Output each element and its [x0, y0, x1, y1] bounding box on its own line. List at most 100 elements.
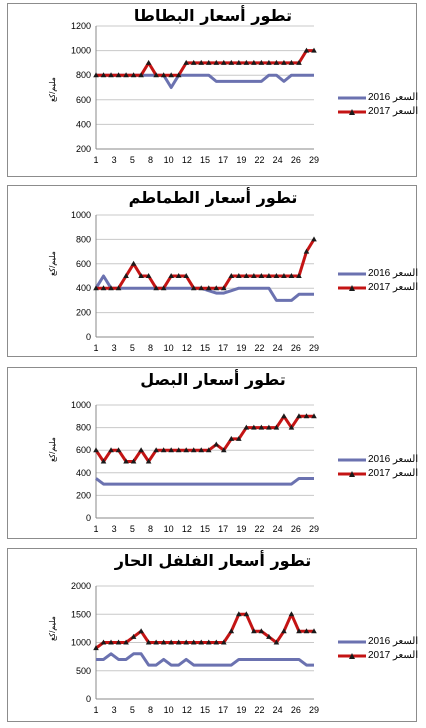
data-point-2017 — [236, 435, 242, 441]
data-point-2017 — [198, 285, 205, 291]
data-point-2017 — [296, 413, 302, 419]
data-point-2017 — [190, 285, 197, 291]
y-tick-label: 0 — [86, 694, 91, 704]
legend-swatch-2016 — [338, 456, 366, 464]
y-axis-label: مليم/كغ — [48, 251, 57, 276]
legend-item-2017: 2017 السعر — [338, 650, 418, 663]
legend-label-2016: 2016 السعر — [368, 92, 419, 103]
y-tick-label: 800 — [76, 423, 91, 433]
data-point-2017 — [205, 285, 212, 291]
data-point-2017 — [168, 273, 174, 278]
y-tick-label: 200 — [76, 490, 91, 500]
legend-label-2017: 2017 السعر — [368, 106, 419, 117]
x-tick-label: 19 — [236, 524, 246, 534]
data-point-2017 — [281, 273, 287, 278]
data-point-2017 — [228, 59, 235, 65]
data-point-2017 — [228, 273, 235, 278]
data-point-2017 — [273, 59, 280, 65]
data-point-2017 — [108, 285, 114, 291]
data-point-2017 — [130, 260, 137, 266]
y-tick-label: 1000 — [71, 638, 91, 648]
legend-swatch-2017 — [338, 284, 366, 292]
data-point-2017 — [288, 611, 295, 617]
x-tick-label: 12 — [182, 705, 192, 715]
data-point-2017 — [175, 72, 182, 78]
data-point-2017 — [311, 413, 317, 419]
chart-title: تطور أسعار الفلفل الحار — [114, 551, 312, 570]
data-point-2017 — [138, 273, 144, 278]
y-tick-label: 2000 — [71, 581, 91, 591]
data-point-2017 — [303, 248, 310, 254]
y-tick-label: 600 — [76, 445, 91, 455]
x-tick-label: 17 — [218, 705, 228, 715]
data-point-2017 — [108, 447, 114, 453]
legend-label-2016: 2016 السعر — [368, 268, 419, 279]
chart-legend: السعر 2016 2017 السعر — [338, 636, 418, 664]
y-axis-label: مليم/كغ — [48, 437, 57, 462]
x-tick-label: 24 — [273, 524, 283, 534]
x-tick-label: 3 — [112, 343, 117, 353]
data-point-2017 — [100, 285, 107, 291]
data-point-2017 — [93, 72, 99, 78]
legend-item-2016: 2016 السعر — [338, 268, 418, 281]
x-tick-label: 10 — [164, 155, 174, 165]
x-tick-label: 1 — [93, 155, 98, 165]
legend-item-2016: 2016 السعر — [338, 454, 418, 467]
data-point-2017 — [183, 273, 190, 278]
data-point-2017 — [236, 59, 242, 65]
data-point-2017 — [145, 458, 152, 464]
data-point-2017 — [251, 424, 257, 430]
x-tick-label: 15 — [200, 155, 210, 165]
x-tick-label: 15 — [200, 524, 210, 534]
data-point-2017 — [153, 72, 159, 78]
x-tick-label: 24 — [273, 705, 283, 715]
data-point-2017 — [168, 72, 174, 78]
legend-item-2017: 2017 السعر — [338, 468, 418, 481]
x-tick-label: 17 — [218, 343, 228, 353]
x-tick-label: 5 — [130, 705, 135, 715]
data-point-2017 — [296, 59, 302, 65]
data-point-2017 — [220, 447, 227, 453]
data-point-2017 — [296, 628, 302, 634]
data-point-2017 — [220, 285, 227, 291]
data-point-2017 — [281, 628, 287, 634]
y-tick-label: 800 — [76, 234, 91, 244]
x-tick-label: 17 — [218, 524, 228, 534]
data-point-2017 — [168, 447, 174, 453]
x-tick-label: 8 — [148, 705, 153, 715]
data-point-2017 — [153, 447, 159, 453]
x-tick-label: 3 — [112, 705, 117, 715]
data-point-2017 — [115, 72, 122, 78]
series-line-2017 — [95, 612, 314, 650]
x-tick-label: 5 — [130, 155, 135, 165]
y-tick-label: 200 — [76, 308, 91, 318]
data-point-2017 — [93, 447, 99, 453]
data-point-2017 — [288, 424, 295, 430]
x-tick-label: 22 — [254, 343, 264, 353]
data-point-2017 — [108, 639, 114, 645]
data-point-2017 — [220, 639, 227, 645]
x-tick-label: 12 — [182, 155, 192, 165]
legend-swatch-2017 — [338, 470, 366, 478]
x-tick-label: 17 — [218, 155, 228, 165]
data-point-2017 — [100, 639, 107, 645]
data-point-2017 — [123, 639, 129, 645]
data-point-2017 — [138, 72, 144, 78]
data-point-2017 — [228, 628, 235, 634]
data-point-2017 — [130, 72, 137, 78]
chart-title: تطور أسعار البصل — [140, 370, 286, 389]
y-tick-label: 400 — [76, 283, 91, 293]
hot-pepper-chart-plot: 0 500 1000 1500 2000 1 3 5 8 10 12 15 17 19 22 24 26 29 — [71, 581, 319, 715]
data-point-2017 — [160, 285, 167, 291]
y-axis-label: مليم/كغ — [48, 77, 57, 102]
data-point-2017 — [160, 447, 167, 453]
data-point-2017 — [213, 441, 220, 447]
data-point-2017 — [198, 59, 205, 65]
data-point-2017 — [258, 59, 265, 65]
data-point-2017 — [205, 447, 212, 453]
tomato-chart-panel: 0 200 400 600 800 1000 1 3 5 8 10 12 15 17 19 22 24 26 29 … — [7, 185, 418, 357]
data-point-2017 — [296, 273, 302, 278]
data-point-2017 — [153, 639, 159, 645]
y-tick-label: 600 — [76, 259, 91, 269]
legend-item-2016: 2016 السعر — [338, 92, 418, 105]
